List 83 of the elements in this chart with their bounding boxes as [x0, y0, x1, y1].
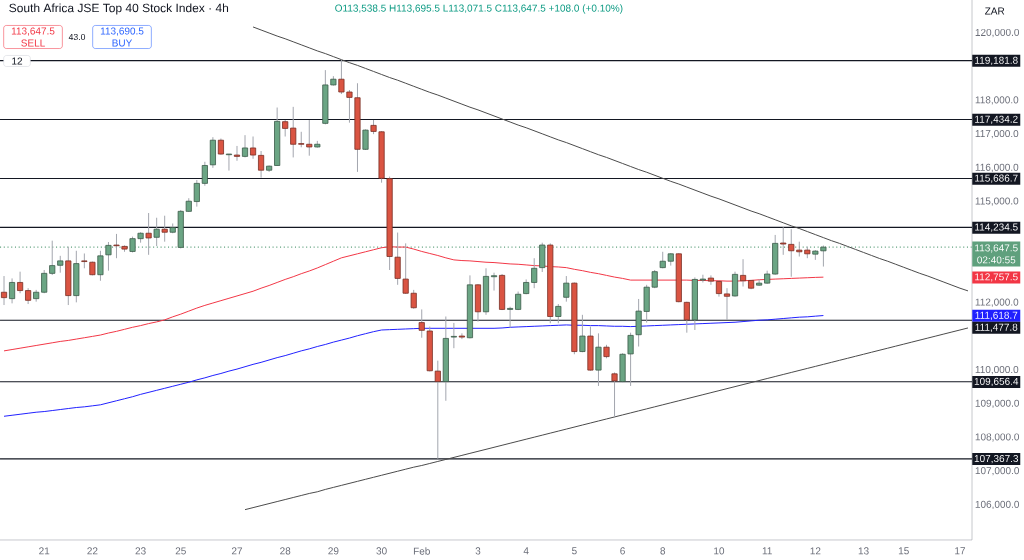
ref-line-label: 119,181.8 [975, 56, 1018, 65]
ref-line-label: 114,234.5 [975, 223, 1018, 232]
candlestick [531, 257, 538, 289]
candlestick [595, 332, 602, 387]
candlestick [458, 332, 465, 340]
y-tick-label: 116,000.0 [975, 163, 1019, 172]
text: 111,618.7 [975, 311, 1018, 320]
annotation: BUY [112, 39, 133, 47]
annotation: 12 [12, 57, 23, 65]
candlestick [97, 250, 104, 282]
y-tick-label: 115,000.0 [975, 197, 1019, 206]
x-tick-label: 3 [475, 547, 481, 555]
x-tick-label: 30 [376, 547, 387, 555]
text: 112,757.5 [975, 273, 1018, 282]
annotation: SELL [21, 39, 45, 47]
x-tick-label: 8 [660, 547, 666, 555]
candlestick [723, 287, 731, 321]
candlestick [145, 212, 152, 256]
annotation: 113,647.5 [11, 27, 55, 36]
ref-line-label: 115,686.7 [975, 174, 1018, 183]
text: 02:40:55 [977, 256, 1016, 264]
y-tick-label: 109,000.0 [975, 399, 1020, 408]
x-tick-label: 6 [620, 547, 625, 555]
ref-line-label: 109,656.4 [974, 377, 1019, 387]
candlestick [740, 258, 747, 288]
candlestick [201, 161, 208, 187]
chart-title: South Africa JSE Top 40 Stock Index · 4h [9, 3, 229, 15]
x-tick-label: 21 [39, 547, 50, 555]
y-tick-label: 107,000.0 [975, 467, 1020, 476]
candlestick [555, 303, 562, 324]
x-tick-label: 23 [135, 547, 146, 555]
candlestick [434, 360, 441, 460]
candlestick [756, 278, 763, 287]
candlestick [507, 306, 514, 329]
x-tick-label: 4 [523, 547, 529, 555]
candlestick [250, 136, 257, 160]
candlestick [699, 274, 706, 283]
candlestick [563, 275, 570, 303]
candlestick [113, 233, 120, 259]
x-tick-label: 22 [87, 547, 98, 555]
annotation: O113,538.5 H113,695.5 L113,071.5 C113,647.5 +108.0 (+0.10%) [335, 4, 623, 14]
candlestick [0, 275, 8, 306]
y-tick-label: 117,000.0 [975, 130, 1019, 139]
x-tick-label: 17 [955, 547, 966, 555]
annotation: 113,690.5 [100, 27, 144, 36]
x-tick-label: Feb [413, 547, 430, 555]
candlestick [683, 301, 690, 334]
x-tick-label: 28 [280, 547, 291, 555]
candlestick [17, 271, 24, 294]
candlestick [490, 272, 498, 292]
x-tick-label: 15 [898, 547, 909, 555]
candlestick [450, 322, 457, 349]
x-tick-label: 13 [858, 547, 869, 555]
x-tick-label: 11 [762, 547, 772, 555]
y-tick-label: 118,000.0 [975, 96, 1019, 105]
x-tick-label: 12 [810, 547, 821, 555]
ref-line-label: 113,647.5 [975, 244, 1018, 253]
y-tick-label: 106,000.0 [975, 500, 1020, 510]
y-tick-label: 108,000.0 [975, 433, 1020, 442]
annotation: 43.0 [68, 33, 86, 41]
candlestick [362, 128, 369, 151]
candlestick [9, 277, 16, 304]
candlestick [731, 271, 739, 298]
text: ZAR [985, 7, 1005, 15]
ref-line-label: 107,367.3 [974, 454, 1019, 464]
ref-line-label: 117,434.2 [975, 115, 1018, 124]
candlestick [225, 153, 232, 172]
y-tick-label: 112,000.0 [975, 298, 1019, 307]
candlestick [161, 215, 168, 243]
candlestick [233, 145, 241, 162]
ref-line-label: 111,477.8 [975, 323, 1018, 332]
x-tick-label: 5 [571, 547, 577, 555]
x-tick-label: 29 [328, 547, 339, 555]
y-tick-label: 110,000.0 [975, 365, 1019, 375]
candlestick [193, 179, 200, 208]
candlestick [579, 314, 586, 353]
x-tick-label: 25 [175, 547, 186, 555]
y-tick-label: 120,000.0 [975, 28, 1020, 38]
x-tick-label: 10 [714, 547, 725, 555]
x-tick-label: 27 [231, 547, 243, 555]
candlestick [707, 274, 714, 286]
candlestick [258, 150, 265, 179]
candlestick [611, 371, 618, 418]
